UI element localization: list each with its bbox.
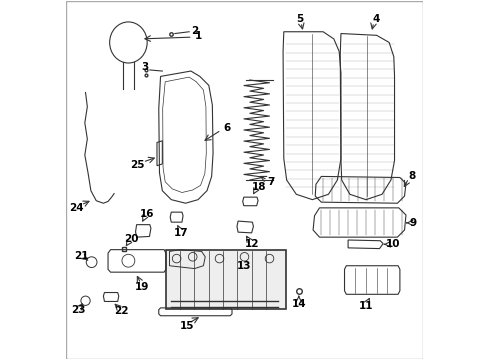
Text: 25: 25 bbox=[130, 160, 144, 170]
Text: 19: 19 bbox=[134, 282, 148, 292]
Text: 9: 9 bbox=[409, 218, 416, 228]
Text: 14: 14 bbox=[291, 299, 305, 309]
Text: 24: 24 bbox=[69, 203, 84, 213]
Text: 3: 3 bbox=[141, 62, 148, 72]
Text: 23: 23 bbox=[71, 305, 85, 315]
Text: 1: 1 bbox=[195, 31, 202, 41]
Text: 21: 21 bbox=[74, 251, 88, 261]
Text: 5: 5 bbox=[296, 14, 303, 23]
Text: 6: 6 bbox=[223, 123, 230, 133]
Text: 15: 15 bbox=[180, 321, 194, 332]
Text: 17: 17 bbox=[173, 228, 188, 238]
Text: 10: 10 bbox=[385, 239, 399, 249]
Text: 8: 8 bbox=[408, 171, 415, 181]
Bar bbox=[165, 249, 285, 309]
Text: 7: 7 bbox=[267, 177, 274, 187]
Text: 11: 11 bbox=[358, 301, 372, 311]
Text: 13: 13 bbox=[237, 261, 251, 271]
Text: 18: 18 bbox=[251, 182, 265, 192]
Text: 22: 22 bbox=[114, 306, 128, 316]
Text: 20: 20 bbox=[123, 234, 138, 244]
Text: 16: 16 bbox=[140, 209, 154, 219]
Text: 2: 2 bbox=[191, 26, 199, 36]
Text: 12: 12 bbox=[244, 239, 258, 249]
Text: 4: 4 bbox=[371, 14, 379, 23]
